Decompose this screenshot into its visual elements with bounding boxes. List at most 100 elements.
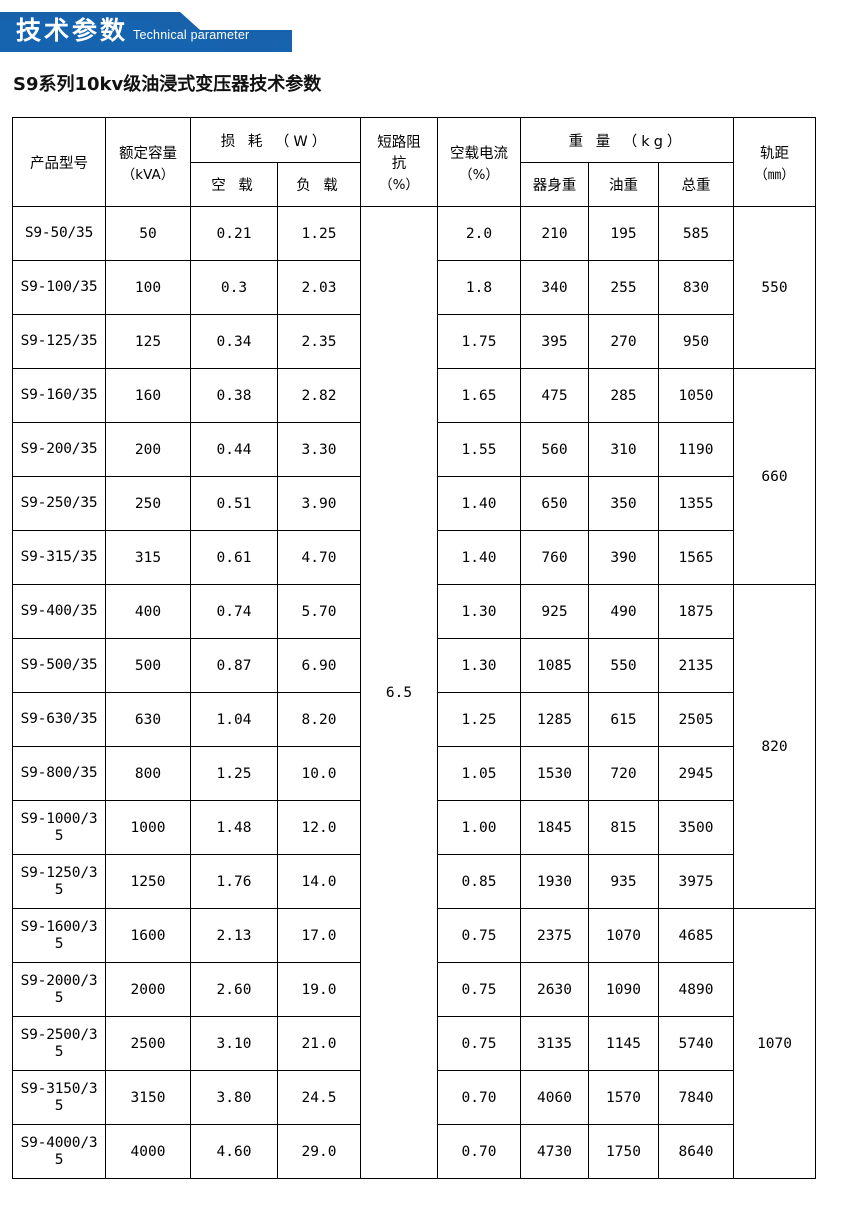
cell-weight-oil: 390 — [588, 530, 659, 585]
cell-weight-body: 1530 — [520, 746, 589, 801]
cell-weight-oil: 1070 — [588, 908, 659, 963]
cell-model: S9-1600/3 5 — [12, 908, 106, 963]
cell-loss-noload: 0.21 — [190, 206, 278, 261]
table-row: S9-400/35 400 0.74 5.70 1.30 925 490 1875 820 — [12, 584, 817, 909]
cell-noload-current: 1.05 — [437, 746, 521, 801]
table-row: S9-250/35 250 0.51 3.90 1.40 650 350 1355 — [12, 476, 816, 531]
cell-loss-noload: 4.60 — [190, 1124, 278, 1179]
cell-loss-load: 2.03 — [277, 260, 361, 315]
cell-noload-current: 0.75 — [437, 1016, 521, 1071]
cell-weight-oil: 550 — [588, 638, 659, 693]
cell-loss-load: 2.35 — [277, 314, 361, 369]
col-header-loss-load: 负 载 — [277, 162, 361, 207]
table-row: S9-500/35 500 0.87 6.90 1.30 1085 550 2135 — [12, 638, 816, 693]
cell-loss-noload: 0.44 — [190, 422, 278, 477]
cell-noload-current: 1.30 — [437, 584, 521, 639]
cell-weight-total: 7840 — [657, 1070, 735, 1125]
cell-loss-noload: 2.60 — [190, 962, 278, 1017]
cell-weight-total: 1565 — [657, 530, 735, 585]
cell-loss-noload: 0.34 — [190, 314, 278, 369]
cell-noload-current: 0.70 — [437, 1070, 521, 1125]
table-row: S9-200/35 200 0.44 3.30 1.55 560 310 1190 — [12, 422, 816, 477]
banner-title-en: Technical parameter — [133, 28, 250, 42]
col-header-impedance-line2: 抗 — [391, 156, 407, 172]
col-header-capacity: 额定容量 （kVA） — [105, 117, 191, 207]
cell-loss-noload: 0.87 — [190, 638, 278, 693]
cell-capacity: 200 — [105, 422, 191, 477]
cell-gauge: 1070 — [733, 908, 817, 1179]
cell-weight-body: 2375 — [520, 908, 589, 963]
table-row: S9-1600/3 5 1600 2.13 17.0 0.75 2375 1070 4685 10… — [12, 908, 817, 1179]
table-row: S9-630/35 630 1.04 8.20 1.25 1285 615 2505 — [12, 692, 816, 747]
cell-noload-current: 0.75 — [437, 962, 521, 1017]
col-header-loss-noload: 空 载 — [190, 162, 278, 207]
cell-weight-oil: 490 — [588, 584, 659, 639]
cell-model: S9-1000/3 5 — [12, 800, 106, 855]
cell-weight-oil: 1090 — [588, 962, 659, 1017]
cell-weight-oil: 270 — [588, 314, 659, 369]
cell-weight-total: 1355 — [657, 476, 735, 531]
col-header-weight-group: 重 量 （kg） — [519, 117, 735, 163]
cell-loss-load: 8.20 — [277, 692, 361, 747]
cell-loss-noload: 0.61 — [190, 530, 278, 585]
cell-weight-body: 1085 — [520, 638, 589, 693]
header-row-1: 产品型号 额定容量 （kVA） 损 耗 （W） 短路阻 抗 （%） 空载电流 （… — [12, 117, 817, 207]
header-row-2: 空 载 负 载 器身重 油重 总重 — [13, 162, 816, 207]
table-row: S9-1250/3 5 1250 1.76 14.0 0.85 1930 935 3975 — [12, 854, 816, 909]
cell-noload-current: 1.75 — [437, 314, 521, 369]
cell-gauge: 660 — [733, 368, 817, 585]
cell-loss-load: 1.25 — [277, 206, 361, 261]
cell-capacity: 250 — [105, 476, 191, 531]
cell-loss-load: 17.0 — [277, 908, 361, 963]
page-banner: 技术参数 Technical parameter — [0, 0, 850, 56]
cell-loss-noload: 1.48 — [190, 800, 278, 855]
cell-weight-oil: 350 — [588, 476, 659, 531]
cell-weight-total: 2505 — [657, 692, 735, 747]
cell-weight-total: 2945 — [657, 746, 735, 801]
cell-weight-oil: 285 — [588, 368, 659, 423]
table-row: S9-125/35 125 0.34 2.35 1.75 395 270 950 — [12, 314, 816, 369]
cell-capacity: 400 — [105, 584, 191, 639]
cell-capacity: 315 — [105, 530, 191, 585]
cell-weight-total: 3975 — [657, 854, 735, 909]
cell-weight-body: 1285 — [520, 692, 589, 747]
cell-noload-current: 1.40 — [437, 476, 521, 531]
col-header-weight-total: 总重 — [657, 162, 735, 207]
cell-weight-body: 650 — [520, 476, 589, 531]
cell-weight-body: 1845 — [520, 800, 589, 855]
cell-weight-body: 4060 — [520, 1070, 589, 1125]
cell-weight-oil: 195 — [588, 206, 659, 261]
cell-noload-current: 1.25 — [437, 692, 521, 747]
cell-model: S9-3150/3 5 — [12, 1070, 106, 1125]
cell-model: S9-315/35 — [12, 530, 106, 585]
col-header-noload-current-label: 空载电流 — [450, 145, 508, 162]
cell-noload-current: 1.55 — [437, 422, 521, 477]
page-title: S9系列10kv级油浸式变压器技术参数 — [13, 74, 322, 95]
table-row: S9-100/35 100 0.3 2.03 1.8 340 255 830 — [12, 260, 816, 315]
cell-capacity: 2000 — [105, 962, 191, 1017]
spec-table-wrap: 产品型号 额定容量 （kVA） 损 耗 （W） 短路阻 抗 （%） 空载电流 （… — [12, 117, 817, 1179]
table-body: S9-50/35 50 0.21 1.25 6.5 2.0 210 195 585 550 S9-1… — [12, 206, 817, 1179]
cell-loss-noload: 0.38 — [190, 368, 278, 423]
cell-weight-body: 760 — [520, 530, 589, 585]
cell-weight-oil: 615 — [588, 692, 659, 747]
table-row: S9-160/35 160 0.38 2.82 1.65 475 285 1050 660 — [12, 368, 817, 585]
cell-model: S9-4000/3 5 — [12, 1124, 106, 1179]
cell-gauge: 820 — [733, 584, 817, 909]
cell-loss-load: 24.5 — [277, 1070, 361, 1125]
cell-weight-total: 3500 — [657, 800, 735, 855]
cell-noload-current: 1.40 — [437, 530, 521, 585]
col-header-noload-current: 空载电流 （%） — [437, 117, 521, 207]
cell-model: S9-100/35 — [12, 260, 106, 315]
cell-model: S9-160/35 — [12, 368, 106, 423]
cell-noload-current: 1.65 — [437, 368, 521, 423]
table-row: S9-1000/3 5 1000 1.48 12.0 1.00 1845 815 3500 — [12, 800, 816, 855]
cell-noload-current: 2.0 — [437, 206, 521, 261]
col-header-gauge-label: 轨距 — [760, 145, 790, 162]
cell-loss-load: 12.0 — [277, 800, 361, 855]
cell-capacity: 1000 — [105, 800, 191, 855]
cell-weight-body: 925 — [520, 584, 589, 639]
table-row: S9-2500/3 5 2500 3.10 21.0 0.75 3135 1145 5740 — [12, 1016, 816, 1071]
cell-weight-total: 1875 — [657, 584, 735, 639]
cell-capacity: 500 — [105, 638, 191, 693]
